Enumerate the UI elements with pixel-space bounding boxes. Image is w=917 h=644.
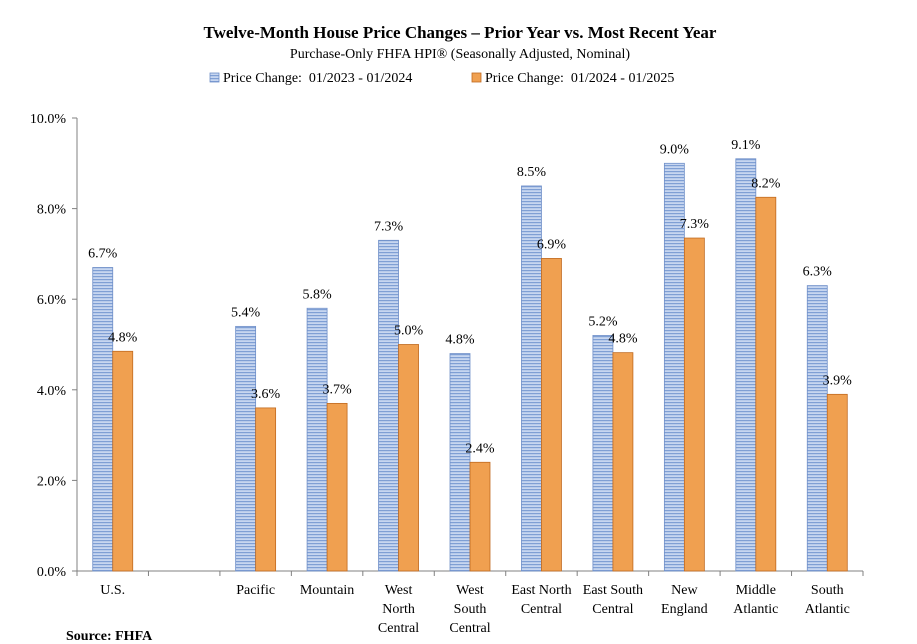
bar-series-1 <box>735 158 757 572</box>
data-label-series-2: 6.9% <box>537 237 567 252</box>
data-label-series-2: 5.0% <box>394 324 424 339</box>
category-label: Central <box>378 621 419 636</box>
bar-series-1 <box>449 353 471 572</box>
plot-area: 0.0% 2.0% 4.0% 6.0% 8.0% 10.0% 6.7% 4.8% U.S. 5.4… <box>30 112 864 636</box>
data-label-series-1: 8.5% <box>517 165 547 180</box>
category-label: South <box>454 602 487 617</box>
category-label: U.S. <box>100 583 125 598</box>
data-label-series-2: 3.9% <box>823 373 853 388</box>
category-label: North <box>382 602 415 617</box>
bar-series-1 <box>235 325 257 572</box>
category-label: East North <box>511 583 571 598</box>
data-label-series-2: 4.8% <box>108 330 138 345</box>
data-label-series-1: 5.4% <box>231 305 261 320</box>
legend-swatch-series-2 <box>471 72 482 83</box>
data-label-series-1: 6.3% <box>803 265 833 280</box>
y-tick-label: 4.0% <box>37 384 67 399</box>
bar-series-1 <box>806 285 828 572</box>
bar-series-2 <box>112 350 134 572</box>
category-label: West <box>456 583 484 598</box>
category-label: East South <box>583 583 643 598</box>
bar-series-2 <box>255 407 277 572</box>
data-label-series-2: 7.3% <box>680 217 710 232</box>
y-tick-label: 6.0% <box>37 293 67 308</box>
category-label: Atlantic <box>805 602 850 617</box>
legend-label-series-2: Price Change: 01/2024 - 01/2025 <box>485 71 674 86</box>
category-label: Central <box>521 602 562 617</box>
bar-series-1 <box>306 307 328 572</box>
category-label: Central <box>592 602 633 617</box>
data-label-series-2: 3.7% <box>323 382 353 397</box>
data-label-series-1: 4.8% <box>445 333 475 348</box>
bar-series-2 <box>612 352 634 572</box>
data-label-series-1: 9.1% <box>731 138 761 153</box>
bar-series-2 <box>469 461 491 572</box>
category-label: South <box>811 583 844 598</box>
chart-subtitle: Purchase-Only FHFA HPI® (Seasonally Adju… <box>290 47 630 62</box>
y-tick-label: 2.0% <box>37 474 67 489</box>
category-label: England <box>661 602 708 617</box>
data-label-series-1: 6.7% <box>88 246 118 261</box>
bar-series-2 <box>541 258 562 572</box>
data-label-series-2: 4.8% <box>608 332 638 347</box>
bar-series-2 <box>326 402 348 572</box>
data-label-series-2: 8.2% <box>751 176 781 191</box>
category-label: Middle <box>736 583 776 598</box>
legend-swatch-series-1 <box>209 72 220 83</box>
y-tick-label: 8.0% <box>37 203 67 218</box>
data-label-series-1: 5.8% <box>303 287 333 302</box>
bar-series-2 <box>398 344 419 572</box>
category-label: New <box>671 583 698 598</box>
category-label: Pacific <box>236 583 275 598</box>
category-label: Central <box>449 621 490 636</box>
y-tick-label: 10.0% <box>30 112 67 127</box>
data-label-series-2: 3.6% <box>251 387 281 402</box>
legend: Price Change: 01/2023 - 01/2024 Price Ch… <box>209 71 674 86</box>
category-label: Mountain <box>300 583 354 598</box>
bar-series-1 <box>592 335 614 572</box>
bar-series-2 <box>755 196 777 572</box>
y-tick-label: 0.0% <box>37 565 67 580</box>
category-label: West <box>385 583 413 598</box>
data-label-series-1: 9.0% <box>660 142 690 157</box>
category-label: Atlantic <box>733 602 778 617</box>
data-label-series-1: 7.3% <box>374 219 404 234</box>
data-label-series-2: 2.4% <box>465 441 495 456</box>
legend-label-series-1: Price Change: 01/2023 - 01/2024 <box>223 71 412 86</box>
bar-series-2 <box>683 237 705 572</box>
bar-series-2 <box>826 393 848 572</box>
chart-title: Twelve-Month House Price Changes – Prior… <box>204 23 717 42</box>
source-note: Source: FHFA <box>66 629 153 644</box>
bar-series-1 <box>378 239 399 572</box>
bar-series-1 <box>92 267 114 572</box>
data-label-series-1: 5.2% <box>588 314 618 329</box>
